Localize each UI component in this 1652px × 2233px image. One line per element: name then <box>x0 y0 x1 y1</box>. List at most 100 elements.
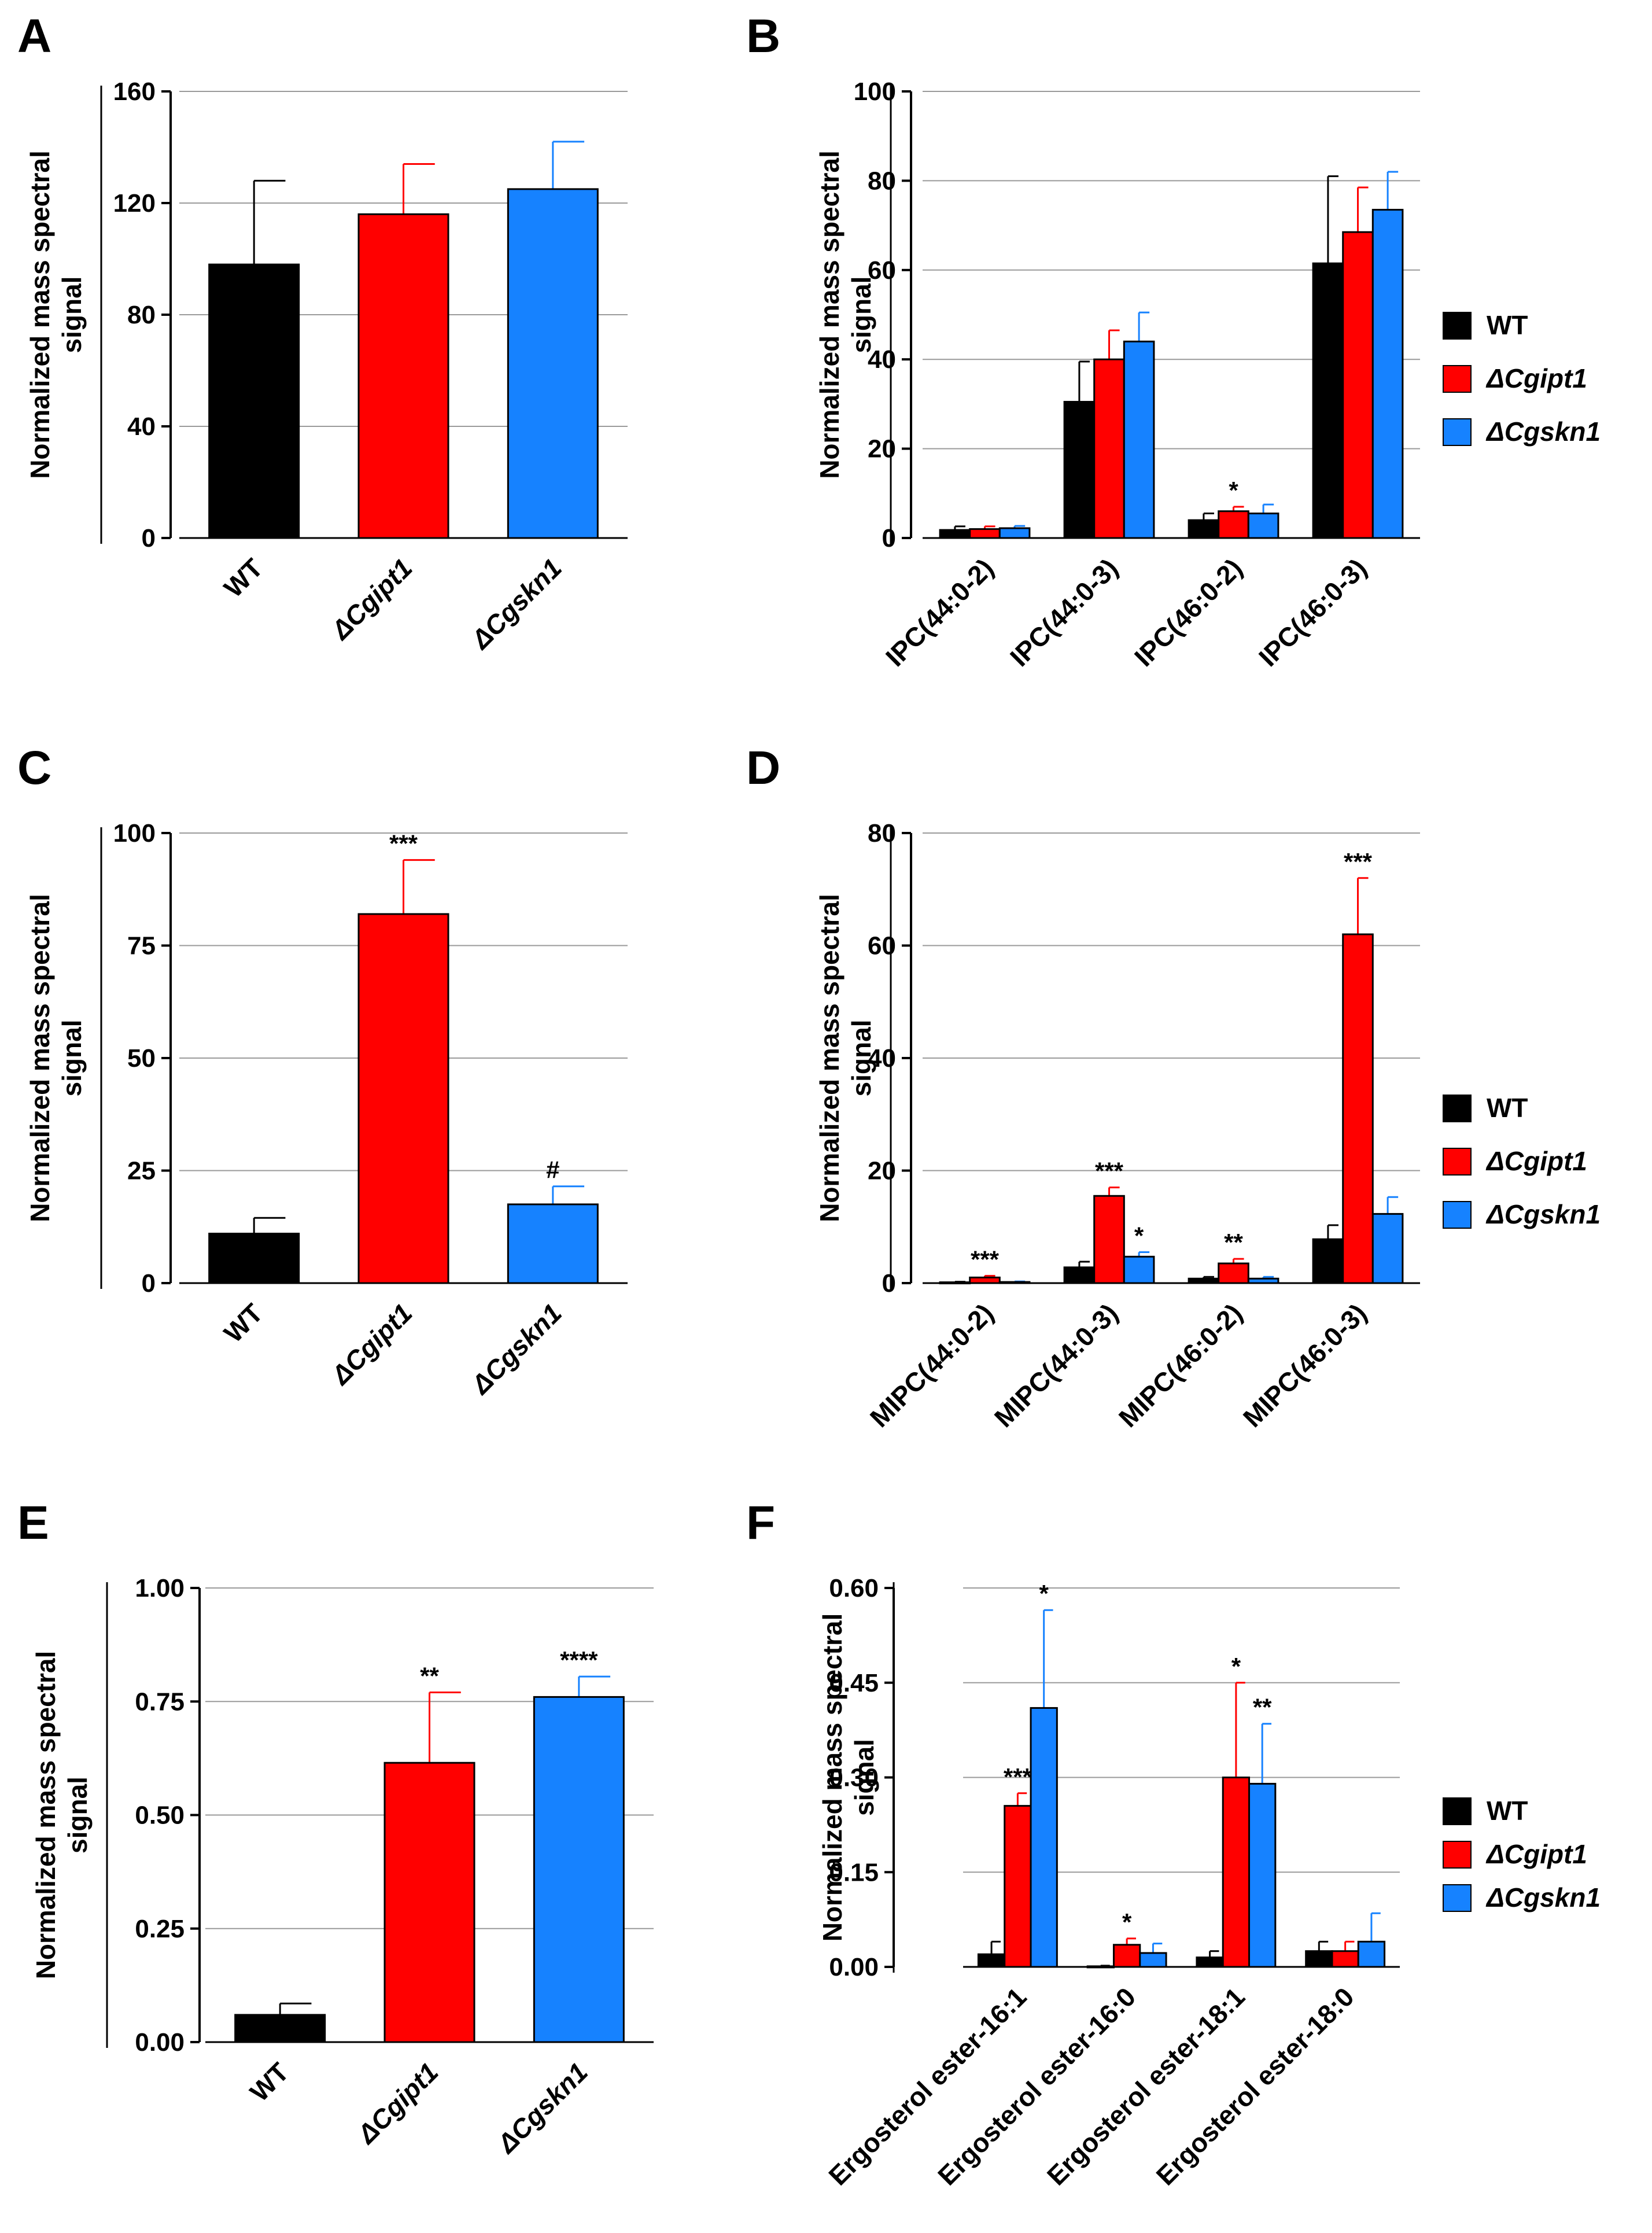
y-axis-label: signal <box>57 1020 87 1097</box>
significance-label: * <box>1134 1222 1144 1250</box>
panel-letter: D <box>746 742 780 794</box>
y-axis-label: signal <box>57 277 87 353</box>
bar <box>969 1276 1001 1284</box>
significance-label: *** <box>389 830 418 857</box>
legend: WT ΔCgipt1 ΔCgskn1 <box>1443 1093 1601 1229</box>
bar <box>1188 519 1220 539</box>
bar <box>1248 1782 1277 1968</box>
bar <box>969 528 1001 539</box>
y-tick-label: 80 <box>868 819 896 847</box>
significance-label: ** <box>1253 1694 1272 1721</box>
legend-label: ΔCgskn1 <box>1485 1199 1601 1229</box>
significance-label: ** <box>1224 1229 1243 1256</box>
bar <box>507 188 599 539</box>
y-tick-label: 20 <box>868 435 896 463</box>
x-tick-label: Ergosterol ester-16:0 <box>932 1981 1141 2191</box>
significance-label: *** <box>1095 1158 1124 1185</box>
bar <box>1086 1965 1115 1969</box>
y-tick-label: 120 <box>113 189 156 218</box>
chart-panel-a: A 0 40 80 120 160 Normalized mass spectral sign… <box>17 10 628 655</box>
x-tick-label: IPC(44:0-2) <box>880 552 1000 672</box>
x-tick-label: MIPC(46:0-3) <box>1237 1298 1373 1433</box>
y-tick-label: 0.00 <box>829 1953 879 1981</box>
x-tick-label: ΔCgipt1 <box>325 552 418 646</box>
bar <box>1093 1195 1125 1284</box>
x-tick-label: WT <box>244 2057 294 2107</box>
bar <box>1123 340 1155 539</box>
panel-letter: C <box>17 742 51 794</box>
x-tick-label: ΔCgskn1 <box>464 552 567 655</box>
panel-letter: E <box>17 1497 49 1549</box>
y-axis-label: Normalized mass spectral <box>817 1613 847 1942</box>
y-tick-label: 0.45 <box>829 1669 879 1697</box>
y-tick-label: 80 <box>127 301 156 329</box>
y-tick-label: 1.00 <box>135 1574 185 1602</box>
bar <box>1247 513 1279 539</box>
y-axis-label: Normalized mass spectral <box>31 1651 61 1980</box>
y-axis-label: Normalized mass spectral <box>25 894 55 1222</box>
legend-label: WT <box>1487 310 1528 340</box>
significance-label: *** <box>1004 1763 1032 1790</box>
legend-swatch <box>1443 1148 1472 1176</box>
legend-swatch <box>1443 312 1472 340</box>
legend: WT ΔCgipt1 ΔCgskn1 <box>1443 310 1601 447</box>
legend-swatch <box>1443 418 1472 446</box>
bar <box>507 1203 599 1284</box>
y-tick-label: 0 <box>142 1269 156 1298</box>
panel-letter: F <box>746 1497 775 1549</box>
bar <box>1371 209 1404 539</box>
bar <box>977 1953 1006 1968</box>
chart-panel-c: C 0 25 50 75 100 Normalized mass spectral signa… <box>17 742 628 1401</box>
y-tick-label: 0.15 <box>829 1858 879 1886</box>
significance-label: * <box>1231 1653 1241 1680</box>
bar <box>1004 1805 1032 1968</box>
bar <box>234 2014 326 2043</box>
y-tick-label: 50 <box>127 1044 156 1073</box>
y-tick-label: 0.30 <box>829 1764 879 1792</box>
y-tick-label: 40 <box>127 412 156 441</box>
bar <box>1371 1213 1404 1284</box>
bar <box>384 1762 475 2043</box>
legend-label: ΔCgipt1 <box>1485 1839 1587 1869</box>
x-tick-label: Ergosterol ester-18:0 <box>1150 1981 1360 2191</box>
bar <box>1218 1262 1249 1284</box>
bar <box>357 913 449 1284</box>
significance-label: * <box>1122 1908 1132 1936</box>
x-tick-label: IPC(44:0-3) <box>1004 552 1124 672</box>
legend-label: WT <box>1487 1796 1528 1826</box>
y-tick-label: 25 <box>127 1157 156 1185</box>
y-tick-label: 100 <box>113 819 156 847</box>
bar <box>1063 1266 1096 1284</box>
x-tick-label: MIPC(44:0-3) <box>989 1298 1124 1433</box>
legend-label: ΔCgskn1 <box>1485 417 1601 447</box>
legend-swatch <box>1443 365 1472 393</box>
legend-swatch <box>1443 1797 1472 1825</box>
bar <box>1247 1277 1279 1284</box>
y-axis-label: signal <box>62 1777 93 1854</box>
y-axis-label: signal <box>849 1739 879 1816</box>
x-tick-label: ΔCgipt1 <box>351 2057 444 2150</box>
y-tick-label: 0 <box>882 1269 896 1298</box>
y-tick-label: 0.00 <box>135 2028 185 2057</box>
x-tick-label: ΔCgipt1 <box>325 1298 418 1391</box>
y-tick-label: 60 <box>868 932 896 960</box>
legend-swatch <box>1443 1841 1472 1869</box>
legend-swatch <box>1443 1201 1472 1229</box>
bar <box>1331 1950 1359 1968</box>
bar <box>208 263 300 539</box>
bar <box>533 1696 625 2043</box>
significance-label: **** <box>560 1646 598 1674</box>
bar <box>1063 401 1096 539</box>
significance-label: * <box>1229 477 1238 504</box>
x-tick-label: WT <box>218 552 268 603</box>
x-tick-label: IPC(46:0-2) <box>1129 552 1248 672</box>
chart-panel-e: E 0.00 0.25 0.50 0.75 1.00 Normalized mass spe… <box>17 1497 654 2160</box>
legend-label: ΔCgskn1 <box>1485 1882 1601 1913</box>
legend-label: WT <box>1487 1093 1528 1123</box>
legend-swatch <box>1443 1884 1472 1912</box>
bar <box>1222 1777 1251 1968</box>
y-tick-label: 20 <box>868 1157 896 1185</box>
